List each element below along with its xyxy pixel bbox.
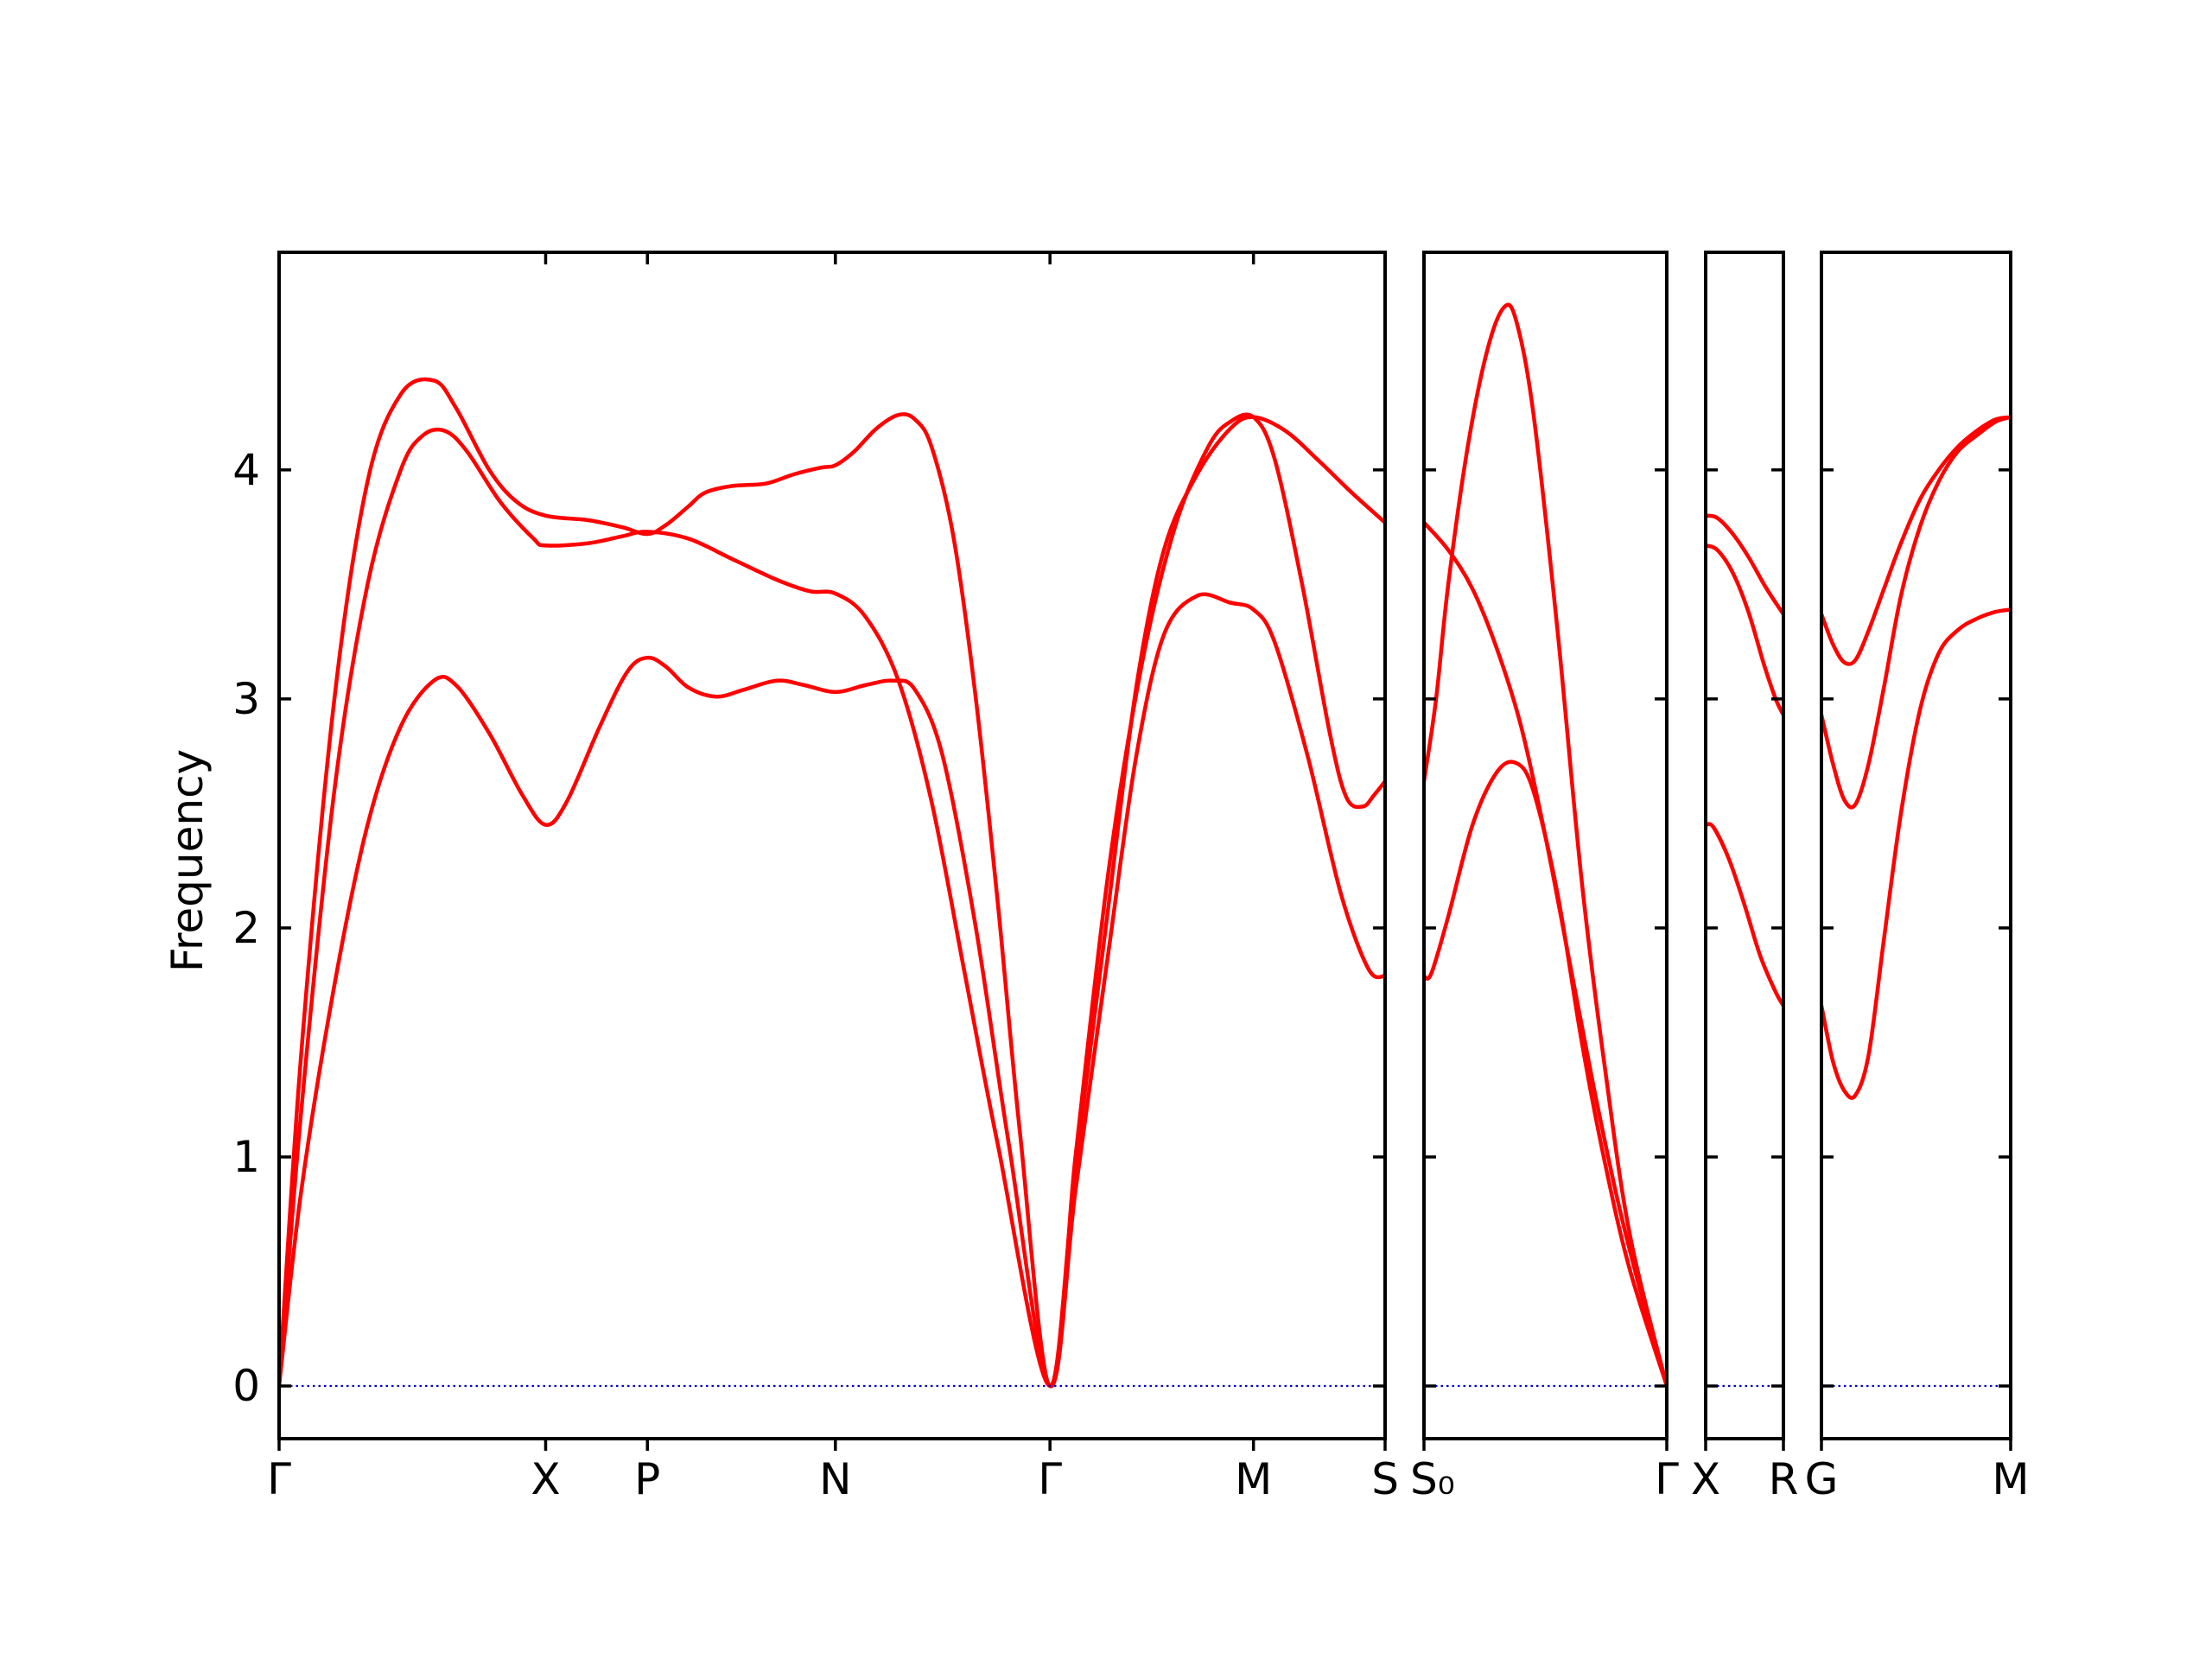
x-tick-label: M — [1992, 1454, 2029, 1504]
x-tick-label: Γ — [1655, 1454, 1679, 1504]
x-tick-label: S — [1371, 1454, 1399, 1504]
y-tick-label: 0 — [232, 1361, 260, 1411]
band-line-3 — [1424, 520, 1667, 1389]
panel-frame — [1820, 251, 2012, 1440]
band-line-2 — [1821, 415, 2011, 810]
x-tick-label: Γ — [1038, 1454, 1062, 1504]
y-tick-label: 2 — [232, 903, 260, 953]
x-tick-label: G — [1805, 1454, 1839, 1504]
panel-frame — [277, 251, 1387, 1440]
band-line-3 — [1821, 415, 2011, 666]
band-line-2 — [1424, 302, 1667, 1389]
panel-frame — [1422, 251, 1669, 1440]
x-tick-label: Γ — [267, 1454, 291, 1504]
x-tick-label: R — [1769, 1454, 1799, 1504]
x-tick-label: P — [634, 1454, 660, 1504]
y-tick-label: 1 — [232, 1132, 260, 1182]
x-tick-label: S₀ — [1410, 1454, 1455, 1504]
x-tick-label: X — [1691, 1454, 1720, 1504]
band-line-3 — [1706, 513, 1783, 617]
panel-2: S₀ Γ — [1410, 251, 1679, 1504]
x-tick-label: N — [819, 1454, 851, 1504]
y-tick-label: 3 — [232, 674, 260, 724]
band-line-1 — [1706, 822, 1783, 1008]
y-axis-label: Frequency — [162, 749, 213, 972]
band-line-3 — [279, 377, 1385, 1389]
band-line-1 — [1821, 607, 2011, 1100]
band-line-1 — [279, 592, 1385, 1389]
x-tick-label: X — [531, 1454, 560, 1504]
x-tick-label: M — [1235, 1454, 1272, 1504]
panel-frame — [1704, 251, 1785, 1440]
y-tick-label: 4 — [232, 445, 260, 495]
